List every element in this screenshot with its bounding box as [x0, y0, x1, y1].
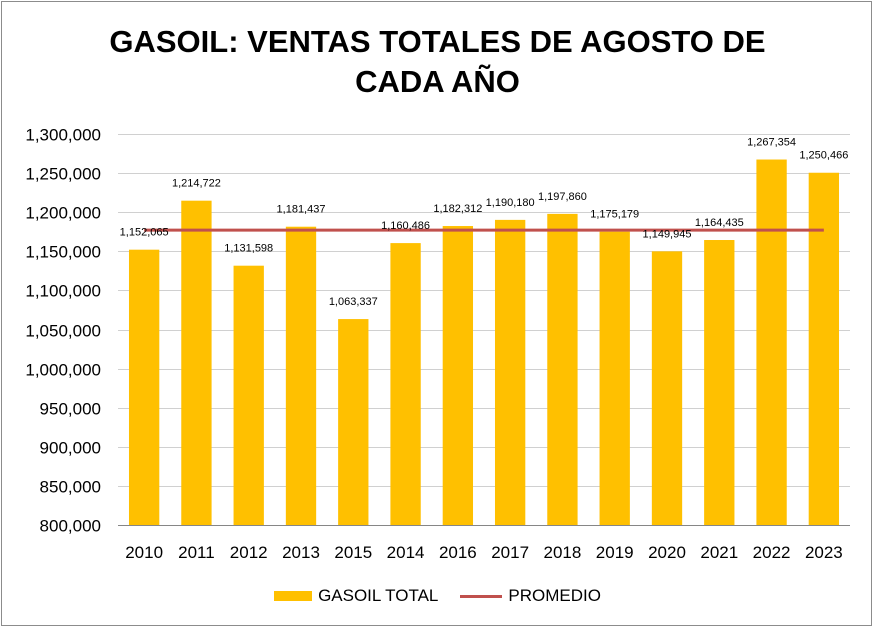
- legend-item-gasoil-total: GASOIL TOTAL: [274, 586, 438, 606]
- chart-title-line-2: CADA AÑO: [355, 64, 520, 99]
- y-tick-label: 900,000: [40, 439, 101, 458]
- data-labels: 1,152,065 1,214,722 1,131,598 1,181,437 1,06…: [120, 137, 849, 309]
- y-tick-label: 1,200,000: [25, 204, 101, 223]
- y-tick-label: 850,000: [40, 478, 101, 497]
- y-tick-label: 1,150,000: [25, 243, 101, 262]
- bar-series: [128, 159, 840, 526]
- bar: [233, 265, 264, 525]
- x-tick-label: 2019: [596, 543, 634, 562]
- bar: [547, 213, 578, 525]
- y-axis-ticks: 800,000 850,000 900,000 950,000 1,000,000 1,0…: [25, 126, 101, 536]
- data-label: 1,131,598: [224, 243, 273, 255]
- x-tick-label: 2023: [805, 543, 843, 562]
- legend-item-promedio: PROMEDIO: [460, 586, 601, 606]
- bar: [808, 172, 840, 525]
- data-label: 1,190,180: [486, 197, 535, 209]
- chart-title: GASOIL: VENTAS TOTALES DE AGOSTO DE CADA…: [0, 22, 875, 102]
- data-label: 1,152,065: [120, 227, 169, 239]
- bar: [285, 226, 317, 526]
- y-tick-label: 1,100,000: [25, 282, 101, 301]
- bar: [599, 231, 630, 525]
- y-tick-label: 1,300,000: [25, 126, 101, 145]
- y-tick-label: 800,000: [40, 517, 101, 536]
- y-tick-label: 1,250,000: [25, 165, 101, 184]
- data-label: 1,181,437: [277, 204, 326, 216]
- x-tick-label: 2014: [387, 543, 425, 562]
- x-tick-label: 2013: [282, 543, 320, 562]
- y-tick-label: 1,000,000: [25, 361, 101, 380]
- legend-label-gasoil-total: GASOIL TOTAL: [318, 586, 439, 605]
- chart-title-line-1: GASOIL: VENTAS TOTALES DE AGOSTO DE: [109, 24, 766, 59]
- x-tick-label: 2015: [334, 543, 372, 562]
- data-label: 1,267,354: [747, 137, 796, 149]
- data-label: 1,149,945: [643, 228, 692, 240]
- bar: [704, 240, 735, 525]
- x-tick-label: 2017: [491, 543, 529, 562]
- legend: GASOIL TOTAL PROMEDIO: [0, 584, 875, 608]
- data-label: 1,197,860: [538, 191, 587, 203]
- data-label: 1,214,722: [172, 178, 221, 190]
- bar: [390, 243, 421, 525]
- x-axis-ticks: 2010 2011 2012 2013 2015 2014 2016 2017 2018 2019…: [125, 543, 843, 562]
- gridlines: [118, 134, 850, 526]
- x-tick-label: 2016: [439, 543, 477, 562]
- bar: [442, 226, 474, 525]
- x-tick-label: 2011: [178, 543, 215, 562]
- y-tick-label: 1,050,000: [25, 322, 101, 341]
- data-label: 1,182,312: [433, 203, 482, 215]
- data-label: 1,250,466: [799, 150, 848, 162]
- x-tick-label: 2022: [753, 543, 791, 562]
- legend-label-promedio: PROMEDIO: [508, 586, 601, 605]
- legend-swatch-gasoil-total: [274, 591, 313, 601]
- x-tick-label: 2010: [125, 543, 163, 562]
- x-tick-label: 2020: [648, 543, 686, 562]
- data-label: 1,160,486: [381, 220, 430, 232]
- x-tick-label: 2012: [230, 543, 268, 562]
- bar: [181, 200, 212, 526]
- data-label: 1,063,337: [329, 296, 378, 308]
- y-tick-label: 950,000: [40, 400, 101, 419]
- bar: [651, 251, 683, 525]
- bar: [338, 319, 369, 525]
- legend-swatch-promedio: [460, 594, 503, 598]
- bar: [494, 219, 526, 525]
- x-tick-label: 2021: [700, 543, 738, 562]
- data-label: 1,175,179: [590, 209, 639, 221]
- data-label: 1,164,435: [695, 217, 744, 229]
- x-tick-label: 2018: [544, 543, 582, 562]
- bar: [756, 159, 787, 525]
- bar: [128, 249, 160, 525]
